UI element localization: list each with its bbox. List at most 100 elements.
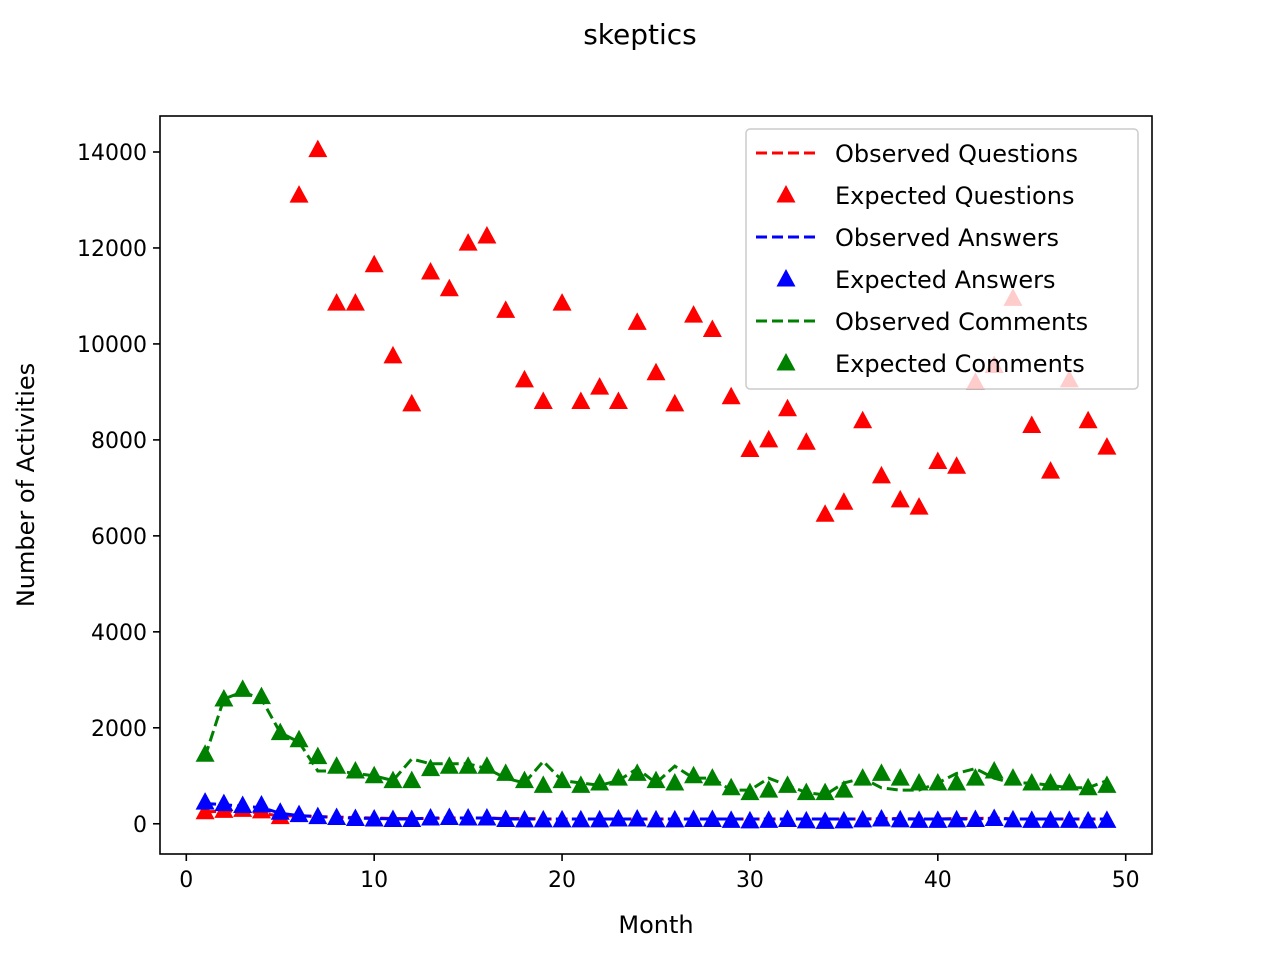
- expected-comments-point: [721, 777, 741, 796]
- expected-questions-point: [421, 261, 441, 280]
- expected-questions-point: [364, 254, 384, 273]
- expected-answers-point: [928, 810, 948, 828]
- legend-expected-answers-swatch: [776, 269, 796, 287]
- expected-answers-point: [364, 808, 384, 827]
- expected-answers-point: [421, 808, 441, 826]
- y-tick-label: 0: [133, 813, 147, 838]
- expected-answers-markers: [195, 792, 1117, 829]
- expected-answers-point: [815, 811, 835, 829]
- expected-answers-point: [496, 809, 516, 827]
- expected-questions-point: [740, 439, 760, 457]
- expected-comments-point: [909, 772, 929, 791]
- expected-answers-point: [834, 810, 854, 829]
- expected-answers-point: [702, 809, 722, 827]
- expected-answers-point: [1003, 809, 1023, 828]
- expected-questions-point: [853, 410, 873, 429]
- expected-comments-point: [383, 770, 403, 789]
- expected-answers-point: [383, 809, 403, 827]
- expected-answers-point: [627, 808, 647, 827]
- expected-comments-point: [627, 763, 647, 781]
- expected-answers-point: [195, 792, 215, 810]
- expected-answers-point: [233, 795, 253, 814]
- expected-comments-point: [759, 780, 779, 798]
- legend-expected-questions-swatch: [776, 185, 796, 203]
- expected-questions-point: [383, 345, 403, 364]
- y-tick-label: 2000: [91, 717, 147, 742]
- expected-questions-point: [477, 225, 497, 244]
- y-tick-label: 10000: [77, 333, 147, 358]
- expected-comments-point: [251, 686, 271, 705]
- expected-questions-point: [533, 391, 553, 410]
- expected-answers-point: [270, 802, 290, 820]
- expected-answers-point: [665, 809, 685, 828]
- expected-answers-point: [458, 808, 478, 826]
- expected-questions-point: [345, 293, 365, 311]
- expected-answers-point: [759, 810, 779, 828]
- expected-questions-point: [684, 305, 704, 323]
- expected-questions-point: [289, 185, 309, 203]
- expected-questions-point: [571, 391, 591, 410]
- expected-comments-point: [195, 744, 215, 762]
- expected-comments-point: [665, 772, 685, 791]
- expected-comments-point: [439, 756, 459, 774]
- expected-comments-point: [289, 729, 309, 748]
- legend-observed-answers-label: Observed Answers: [835, 224, 1059, 252]
- y-tick-label: 14000: [77, 141, 147, 166]
- y-axis-label: Number of Activities: [12, 363, 40, 607]
- legend-observed-questions-label: Observed Questions: [835, 140, 1078, 168]
- expected-questions-point: [1097, 437, 1117, 455]
- expected-questions-point: [608, 391, 628, 410]
- expected-questions-point: [834, 492, 854, 510]
- expected-answers-point: [214, 793, 234, 812]
- expected-questions-point: [815, 504, 835, 522]
- expected-questions-point: [947, 456, 967, 474]
- expected-questions-point: [928, 451, 948, 469]
- chart-title: skeptics: [583, 18, 697, 51]
- expected-questions-point: [778, 398, 798, 417]
- expected-questions-point: [402, 393, 422, 412]
- expected-questions-point: [702, 319, 722, 338]
- expected-answers-point: [871, 808, 891, 827]
- expected-answers-point: [308, 806, 328, 825]
- expected-comments-point: [871, 763, 891, 781]
- x-tick-label: 10: [360, 868, 388, 893]
- expected-comments-point: [477, 756, 497, 774]
- expected-comments-point: [590, 772, 610, 791]
- expected-answers-point: [947, 809, 967, 828]
- legend-expected-comments-label: Expected Comments: [835, 350, 1085, 378]
- expected-comments-point: [270, 722, 290, 741]
- expected-comments-point: [1097, 775, 1117, 793]
- y-tick-label: 12000: [77, 237, 147, 262]
- expected-comments-point: [233, 679, 253, 697]
- expected-comments-point: [1078, 777, 1098, 796]
- expected-comments-point: [778, 775, 798, 793]
- expected-answers-point: [608, 808, 628, 827]
- y-axis-ticks: 0 2000 4000 6000 8000 10000 12000 14000: [77, 141, 160, 838]
- expected-answers-point: [684, 809, 704, 827]
- expected-answers-point: [571, 809, 591, 828]
- expected-answers-point: [1022, 810, 1042, 828]
- legend-expected-comments-swatch: [776, 353, 796, 371]
- expected-answers-point: [965, 809, 985, 827]
- expected-answers-point: [796, 810, 816, 829]
- x-axis-ticks: 0 10 20 30 40 50: [179, 854, 1140, 893]
- expected-questions-point: [458, 233, 478, 251]
- expected-comments-point: [421, 758, 441, 777]
- expected-comments-point: [928, 772, 948, 791]
- expected-comments-point: [702, 768, 722, 786]
- plot-frame: [159, 115, 1153, 855]
- legend-expected-answers-label: Expected Answers: [835, 266, 1056, 294]
- x-tick-label: 50: [1112, 868, 1140, 893]
- expected-comments-point: [608, 768, 628, 786]
- expected-questions-point: [1022, 415, 1042, 433]
- y-tick-label: 8000: [91, 429, 147, 454]
- expected-comments-point: [815, 782, 835, 801]
- expected-comments-point: [458, 756, 478, 774]
- x-tick-label: 0: [179, 868, 193, 893]
- expected-answers-point: [1041, 810, 1061, 828]
- expected-answers-point: [1078, 810, 1098, 829]
- expected-questions-point: [514, 369, 534, 388]
- expected-comments-point: [890, 768, 910, 786]
- expected-questions-point: [796, 432, 816, 450]
